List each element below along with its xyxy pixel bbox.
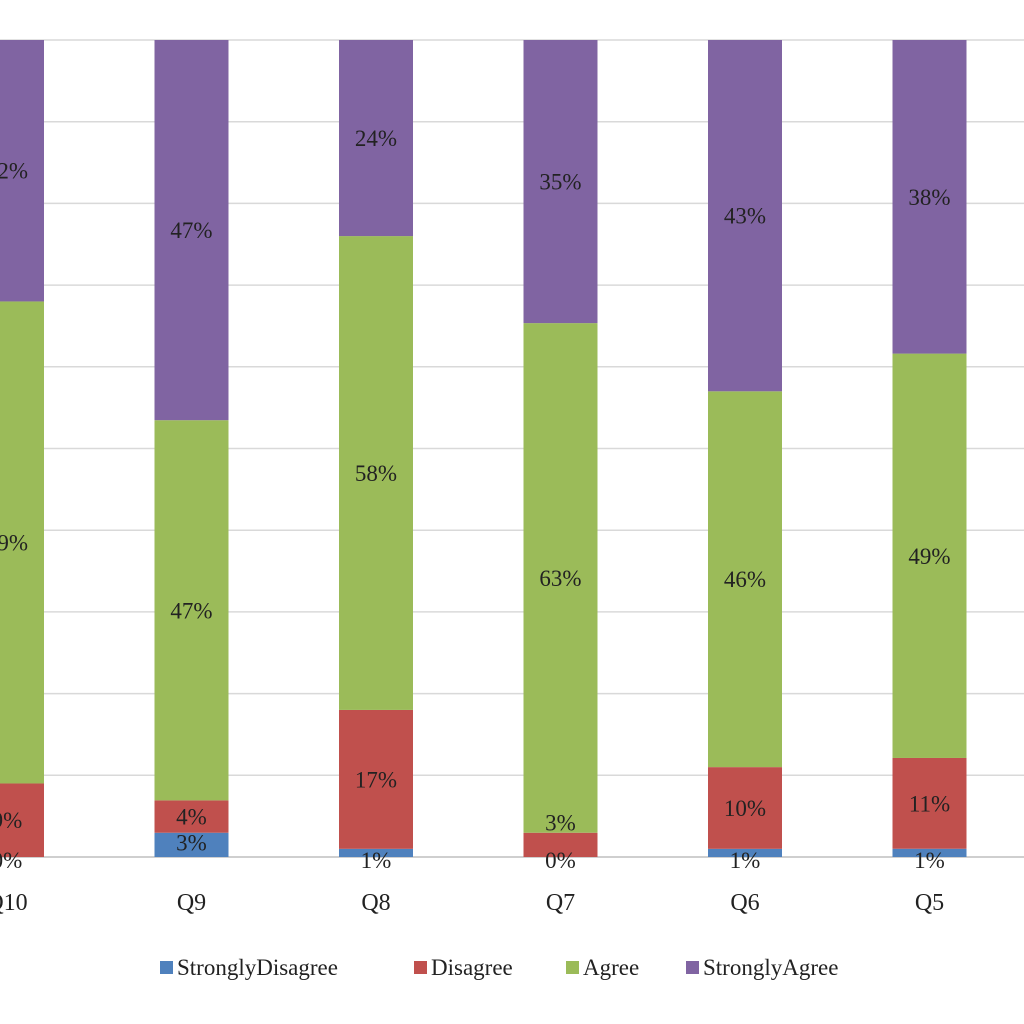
- bar-segment-disagree-q5: [892, 757, 967, 849]
- legend-item-strongly-agree: StronglyAgree: [686, 955, 838, 980]
- data-label-disagree-q5: 11%: [909, 791, 950, 816]
- bar-segment-strongly-agree-q6: [708, 40, 782, 392]
- data-label-disagree-q6: 10%: [724, 796, 766, 821]
- data-label-strongly-disagree-q7: 0%: [545, 848, 576, 873]
- bar-segment-agree-q8: [339, 236, 413, 710]
- x-tick-label-q5: Q5: [915, 890, 944, 916]
- legend-item-strongly-disagree: StronglyDisagree: [160, 955, 338, 980]
- bar-segment-disagree-q10: [0, 783, 44, 857]
- bar-segment-strongly-disagree-q6: [708, 848, 782, 857]
- data-label-disagree-q9: 4%: [176, 805, 207, 830]
- x-tick-label-q10: Q10: [0, 890, 28, 916]
- legend-swatch-strongly-disagree: [160, 961, 173, 974]
- data-label-strongly-disagree-q10: 0%: [0, 848, 22, 873]
- legend: StronglyDisagree Disagree Agree StronglyAgr…: [160, 955, 838, 980]
- x-tick-label-q7: Q7: [546, 890, 575, 916]
- bar-segment-strongly-agree-q9: [154, 40, 229, 421]
- bar-segment-agree-q6: [708, 391, 782, 768]
- data-label-strongly-agree-q5: 38%: [908, 185, 950, 210]
- bar-segment-disagree-q9: [154, 800, 229, 833]
- bar-segment-strongly-disagree-q8: [339, 848, 413, 857]
- legend-item-agree: Agree: [566, 955, 639, 980]
- data-label-strongly-agree-q8: 24%: [355, 126, 397, 151]
- bar-segment-agree-q9: [154, 420, 229, 801]
- bar-segment-strongly-agree-q8: [339, 40, 413, 237]
- data-label-strongly-disagree-q9: 3%: [176, 831, 207, 856]
- bar-segment-strongly-disagree-q9: [154, 832, 229, 857]
- data-label-disagree-q8: 17%: [355, 767, 397, 792]
- data-label-strongly-agree-q9: 47%: [170, 218, 212, 243]
- bar-segment-disagree-q7: [523, 832, 598, 857]
- data-label-disagree-q7: 3%: [545, 811, 576, 836]
- data-label-strongly-disagree-q6: 1%: [730, 848, 761, 873]
- data-label-agree-q8: 58%: [355, 461, 397, 486]
- bar-segment-disagree-q6: [708, 767, 782, 849]
- bar-segment-strongly-agree-q7: [523, 40, 598, 324]
- legend-item-disagree: Disagree: [414, 955, 513, 980]
- bar-segment-strongly-agree-q5: [892, 40, 967, 354]
- data-label-agree-q6: 46%: [724, 567, 766, 592]
- data-label-agree-q9: 47%: [170, 598, 212, 623]
- bar-segment-disagree-q8: [339, 709, 413, 849]
- bar-segment-agree-q10: [0, 301, 44, 784]
- data-label-agree-q7: 63%: [539, 566, 581, 591]
- legend-label-agree: Agree: [583, 955, 639, 980]
- data-label-agree-q10: 59%: [0, 530, 28, 555]
- bar-segment-agree-q7: [523, 323, 598, 833]
- data-label-strongly-agree-q6: 43%: [724, 204, 766, 229]
- data-label-disagree-q10: 9%: [0, 808, 22, 833]
- x-tick-label-q9: Q9: [177, 890, 206, 916]
- legend-label-strongly-agree: StronglyAgree: [703, 955, 838, 980]
- bar-segment-strongly-agree-q10: [0, 40, 44, 302]
- legend-swatch-strongly-agree: [686, 961, 699, 974]
- data-label-agree-q5: 49%: [908, 544, 950, 569]
- data-label-strongly-disagree-q5: 1%: [914, 848, 945, 873]
- x-tick-label-q6: Q6: [730, 890, 759, 916]
- gridlines: [0, 39, 1024, 858]
- bar-stacks: [0, 40, 967, 857]
- data-label-strongly-agree-q10: 32%: [0, 159, 28, 184]
- legend-swatch-disagree: [414, 961, 427, 974]
- x-tick-label-q8: Q8: [361, 890, 390, 916]
- data-label-strongly-disagree-q8: 1%: [361, 848, 392, 873]
- x-tick-labels: Q10 Q9 Q8 Q7 Q6 Q5: [0, 890, 944, 916]
- bar-segment-agree-q5: [892, 353, 967, 758]
- bar-segment-strongly-disagree-q5: [892, 848, 967, 857]
- data-labels: 0%9%59%32%3%4%47%47%1%17%58%24%0%3%63%35…: [0, 126, 951, 873]
- legend-label-disagree: Disagree: [431, 955, 513, 980]
- data-label-strongly-agree-q7: 35%: [539, 170, 581, 195]
- legend-swatch-agree: [566, 961, 579, 974]
- legend-label-strongly-disagree: StronglyDisagree: [177, 955, 338, 980]
